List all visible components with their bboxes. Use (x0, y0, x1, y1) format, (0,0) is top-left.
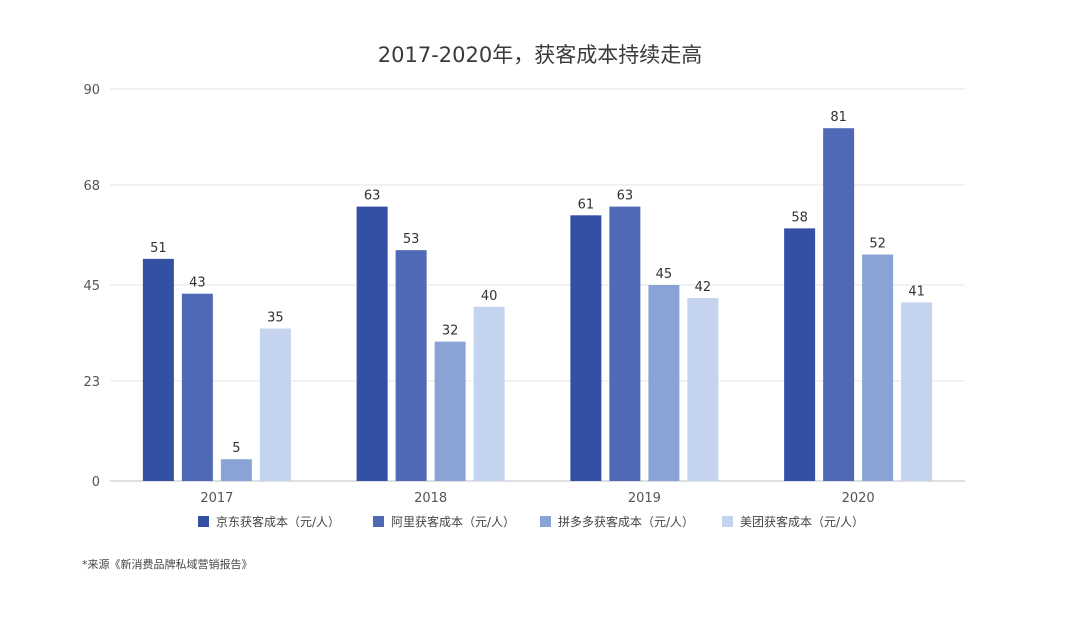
data-label: 58 (791, 210, 808, 225)
data-label: 81 (830, 110, 847, 125)
x-tick-label: 2018 (414, 491, 447, 506)
data-label: 40 (481, 289, 498, 304)
bar (220, 459, 252, 481)
data-label: 63 (617, 189, 634, 204)
bar (862, 254, 894, 481)
data-label: 52 (869, 237, 886, 252)
bar (395, 250, 427, 481)
data-label: 5 (232, 441, 240, 456)
bar (181, 293, 213, 481)
bar (687, 298, 719, 481)
data-label: 43 (189, 276, 206, 291)
data-label: 32 (442, 324, 459, 339)
bar (648, 285, 680, 481)
bar (823, 128, 855, 481)
y-tick-label: 68 (83, 179, 100, 194)
chart-title: 2017-2020年，获客成本持续走高 (378, 43, 702, 67)
bar (473, 306, 505, 481)
bar (609, 206, 641, 481)
bar (356, 206, 388, 481)
legend-swatch (373, 516, 384, 527)
y-tick-label: 0 (92, 475, 100, 490)
x-tick-label: 2019 (628, 491, 661, 506)
bar (901, 302, 933, 481)
legend-swatch (722, 516, 733, 527)
y-tick-label: 23 (83, 375, 100, 390)
bar (259, 328, 291, 481)
legend-swatch (198, 516, 209, 527)
data-label: 35 (267, 311, 284, 326)
x-axis: 2017 2018 2019 2020 (200, 491, 874, 506)
data-label: 63 (364, 189, 381, 204)
data-label: 51 (150, 241, 167, 256)
y-tick-label: 90 (83, 83, 100, 98)
data-label: 61 (578, 197, 595, 212)
bar (434, 341, 466, 481)
data-label: 45 (656, 267, 673, 282)
legend-label: 京东获客成本（元/人） (216, 514, 340, 529)
legend-swatch (540, 516, 551, 527)
data-label: 41 (908, 284, 925, 299)
data-label: 53 (403, 232, 420, 247)
legend-label: 拼多多获客成本（元/人） (558, 514, 694, 529)
source-note: *来源《新消费品牌私域营销报告》 (82, 558, 253, 571)
bar (570, 215, 602, 482)
y-axis: 0 23 45 68 90 (83, 83, 100, 490)
gridlines (110, 88, 965, 482)
x-tick-label: 2017 (200, 491, 233, 506)
bar (784, 228, 816, 481)
bar (142, 258, 174, 481)
legend-label: 美团获客成本（元/人） (740, 514, 864, 529)
data-label: 42 (695, 280, 712, 295)
legend: 京东获客成本（元/人） 阿里获客成本（元/人） 拼多多获客成本（元/人） 美团获客成本… (198, 514, 864, 529)
x-tick-label: 2020 (842, 491, 875, 506)
y-tick-label: 45 (83, 279, 100, 294)
legend-label: 阿里获客成本（元/人） (391, 514, 515, 529)
bars: 51 43 5 35 63 53 32 40 61 63 45 42 58 81 52 41 (142, 110, 933, 482)
